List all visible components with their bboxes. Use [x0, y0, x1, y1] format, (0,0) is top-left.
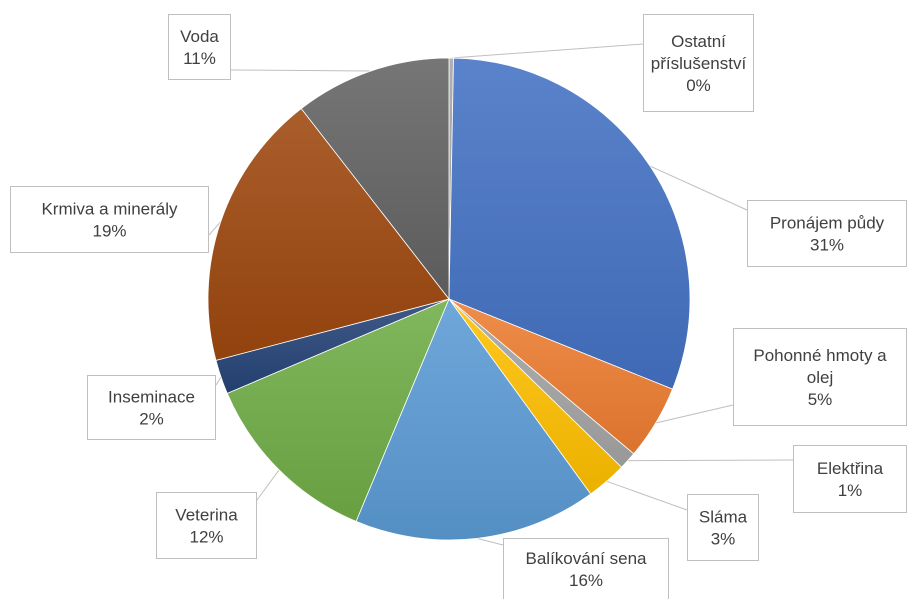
data-label: Sláma 3%: [687, 494, 759, 561]
data-label-percent: 0%: [686, 76, 711, 95]
leader-line: [230, 69, 371, 72]
leader-line: [627, 459, 794, 462]
data-label-category: Elektřina: [817, 459, 884, 478]
data-label-percent: 19%: [92, 222, 126, 241]
data-label-box: [503, 538, 669, 599]
leader-line: [208, 221, 222, 236]
data-label-category: olej: [807, 368, 833, 387]
data-label-percent: 11%: [183, 49, 216, 68]
data-label-box: [793, 445, 907, 513]
data-label-category: příslušenství: [651, 54, 747, 73]
pie-slice: [300, 57, 450, 301]
data-label: Balíkování sena 16%: [503, 538, 669, 599]
leader-lines: [208, 43, 794, 546]
data-label-percent: 31%: [810, 236, 844, 255]
data-label: Inseminace 2%: [87, 375, 216, 440]
data-label-box: [687, 494, 759, 561]
data-label-box: [747, 200, 907, 267]
data-label-category: Pohonné hmoty a: [753, 346, 887, 365]
data-label-category: Sláma: [699, 508, 748, 527]
data-label-category: Inseminace: [108, 388, 195, 407]
data-label-percent: 1%: [838, 481, 863, 500]
data-label-percent: 16%: [569, 571, 603, 590]
data-label: Pohonné hmoty a olej 5%: [733, 328, 907, 426]
pie-slice: [226, 298, 450, 522]
data-label-box: [87, 375, 216, 440]
data-label-percent: 3%: [711, 530, 736, 549]
pie-slices: [207, 57, 691, 541]
data-label-category: Ostatní: [671, 32, 726, 51]
data-label: Elektřina 1%: [793, 445, 907, 513]
leader-line: [476, 537, 504, 546]
pie-slice: [355, 298, 592, 541]
leader-line: [655, 404, 734, 424]
data-label: Krmiva a minerály 19%: [10, 186, 209, 253]
data-label: Voda 11%: [168, 14, 231, 80]
data-label-category: Pronájem půdy: [770, 214, 885, 233]
leader-line: [451, 43, 644, 59]
data-label-box: [643, 14, 754, 112]
pie-slice: [207, 108, 450, 361]
data-label: Ostatní příslušenství 0%: [643, 14, 754, 112]
leader-line: [649, 165, 748, 211]
data-label: Veterina 12%: [156, 492, 257, 559]
data-label-box: [10, 186, 209, 253]
data-label-box: [168, 14, 231, 80]
leader-line: [256, 469, 280, 501]
data-label-category: Veterina: [175, 506, 238, 525]
leader-line: [215, 376, 222, 386]
data-label-category: Krmiva a minerály: [41, 200, 178, 219]
data-label-category: Voda: [180, 27, 219, 46]
data-labels: Ostatní příslušenství 0% Pronájem půdy 31% Po…: [10, 14, 907, 599]
data-label-box: [156, 492, 257, 559]
leader-line: [606, 480, 688, 511]
data-label-percent: 12%: [189, 528, 223, 547]
data-label-percent: 5%: [808, 390, 833, 409]
data-label-box: [733, 328, 907, 426]
pie-slice: [448, 57, 691, 390]
data-label: Pronájem půdy 31%: [747, 200, 907, 267]
data-label-percent: 2%: [139, 410, 164, 429]
data-label-category: Balíkování sena: [526, 549, 648, 568]
